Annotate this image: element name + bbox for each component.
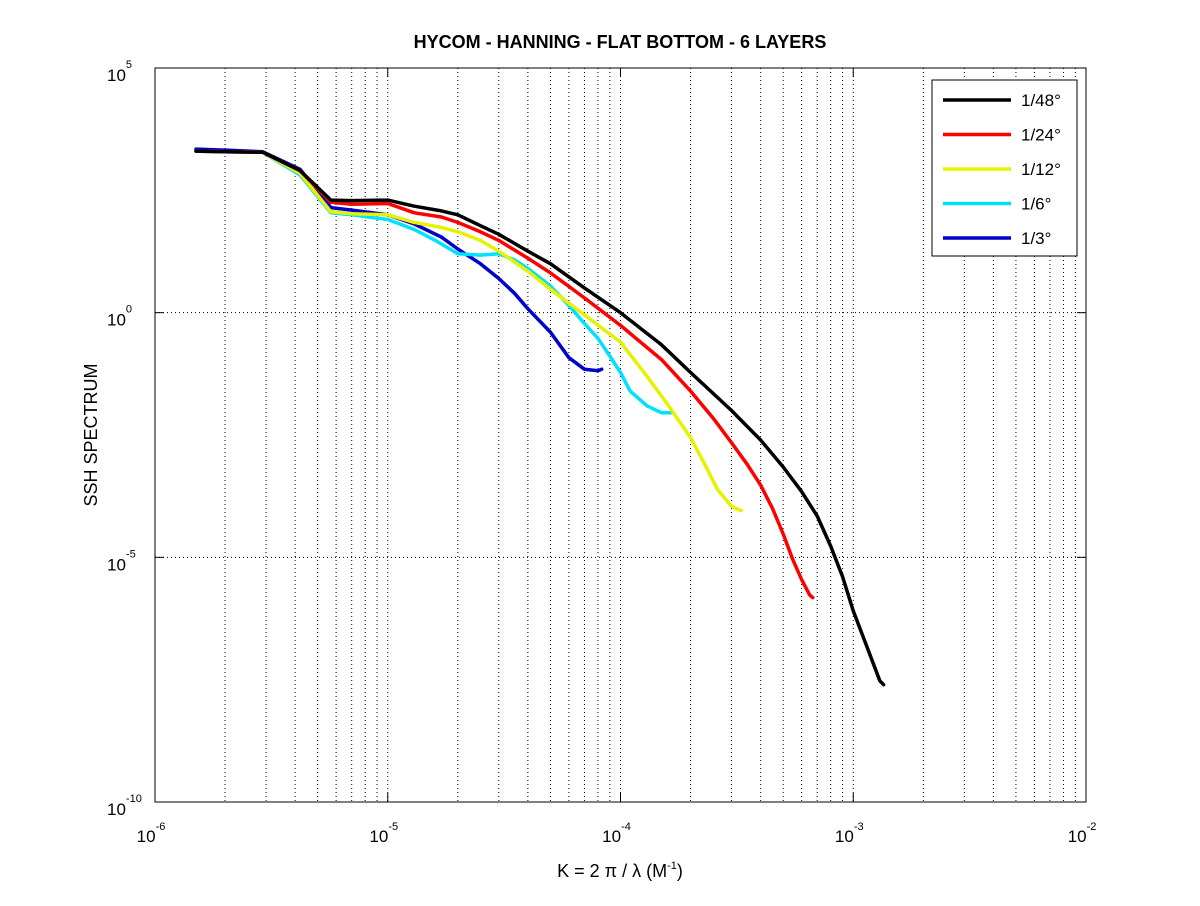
x-tick-exp: -4 — [621, 821, 631, 833]
legend-label: 1/12° — [1021, 160, 1061, 179]
y-axis-label: SSH SPECTRUM — [81, 363, 101, 506]
x-axis-label: K = 2 π / λ (M-1) — [557, 860, 683, 881]
y-tick-base: 10 — [107, 66, 126, 85]
x-tick-label: 10-6 — [137, 821, 166, 846]
x-tick-base: 10 — [369, 827, 388, 846]
x-tick-exp: -3 — [854, 821, 864, 833]
legend: 1/48° 1/24° 1/12° 1/6° 1/3° — [931, 79, 1078, 257]
y-tick-base: 10 — [107, 555, 126, 574]
legend-items: 1/48° 1/24° 1/12° 1/6° 1/3° — [943, 91, 1061, 248]
x-tick-label: 10-5 — [369, 821, 398, 846]
legend-label: 1/6° — [1021, 195, 1051, 214]
y-tick-label: 100 — [107, 304, 132, 330]
x-tick-label: 10-3 — [835, 821, 864, 846]
legend-label: 1/24° — [1021, 126, 1061, 145]
y-tick-label: 10-10 — [107, 793, 142, 819]
x-tick-exp: -5 — [388, 821, 398, 833]
x-tick-base: 10 — [835, 827, 854, 846]
legend-label: 1/3° — [1021, 229, 1051, 248]
y-tick-exp: 0 — [126, 304, 132, 316]
plot-background — [155, 68, 1086, 802]
x-tick-label: 10-4 — [602, 821, 631, 846]
x-axis-label-main: K = 2 π / λ (M — [557, 861, 667, 881]
x-tick-base: 10 — [137, 827, 156, 846]
plot-frame — [154, 67, 1087, 803]
legend-label: 1/48° — [1021, 91, 1061, 110]
y-tick-label: 10-5 — [107, 548, 136, 574]
y-tick-base: 10 — [107, 311, 126, 330]
x-axis-label-sup: -1 — [667, 860, 677, 872]
y-tick-exp: 5 — [126, 59, 132, 71]
y-tick-exp: -5 — [126, 548, 136, 560]
series-layer — [194, 147, 886, 687]
x-tick-exp: -2 — [1087, 821, 1097, 833]
y-tick-base: 10 — [107, 800, 126, 819]
x-axis-label-tail: ) — [677, 861, 683, 881]
x-tick-exp: -6 — [156, 821, 166, 833]
y-tick-exp: -10 — [126, 793, 142, 805]
series-line — [194, 149, 815, 600]
x-tick-base: 10 — [602, 827, 621, 846]
x-tick-base: 10 — [1068, 827, 1087, 846]
x-tick-labels: 10-6 10-5 10-4 10-3 10-2 — [137, 821, 1097, 846]
series-line — [194, 149, 886, 687]
x-tick-label: 10-2 — [1068, 821, 1097, 846]
series-line — [194, 149, 743, 513]
chart-title: HYCOM - HANNING - FLAT BOTTOM - 6 LAYERS — [414, 32, 827, 52]
y-tick-label: 105 — [107, 59, 132, 85]
